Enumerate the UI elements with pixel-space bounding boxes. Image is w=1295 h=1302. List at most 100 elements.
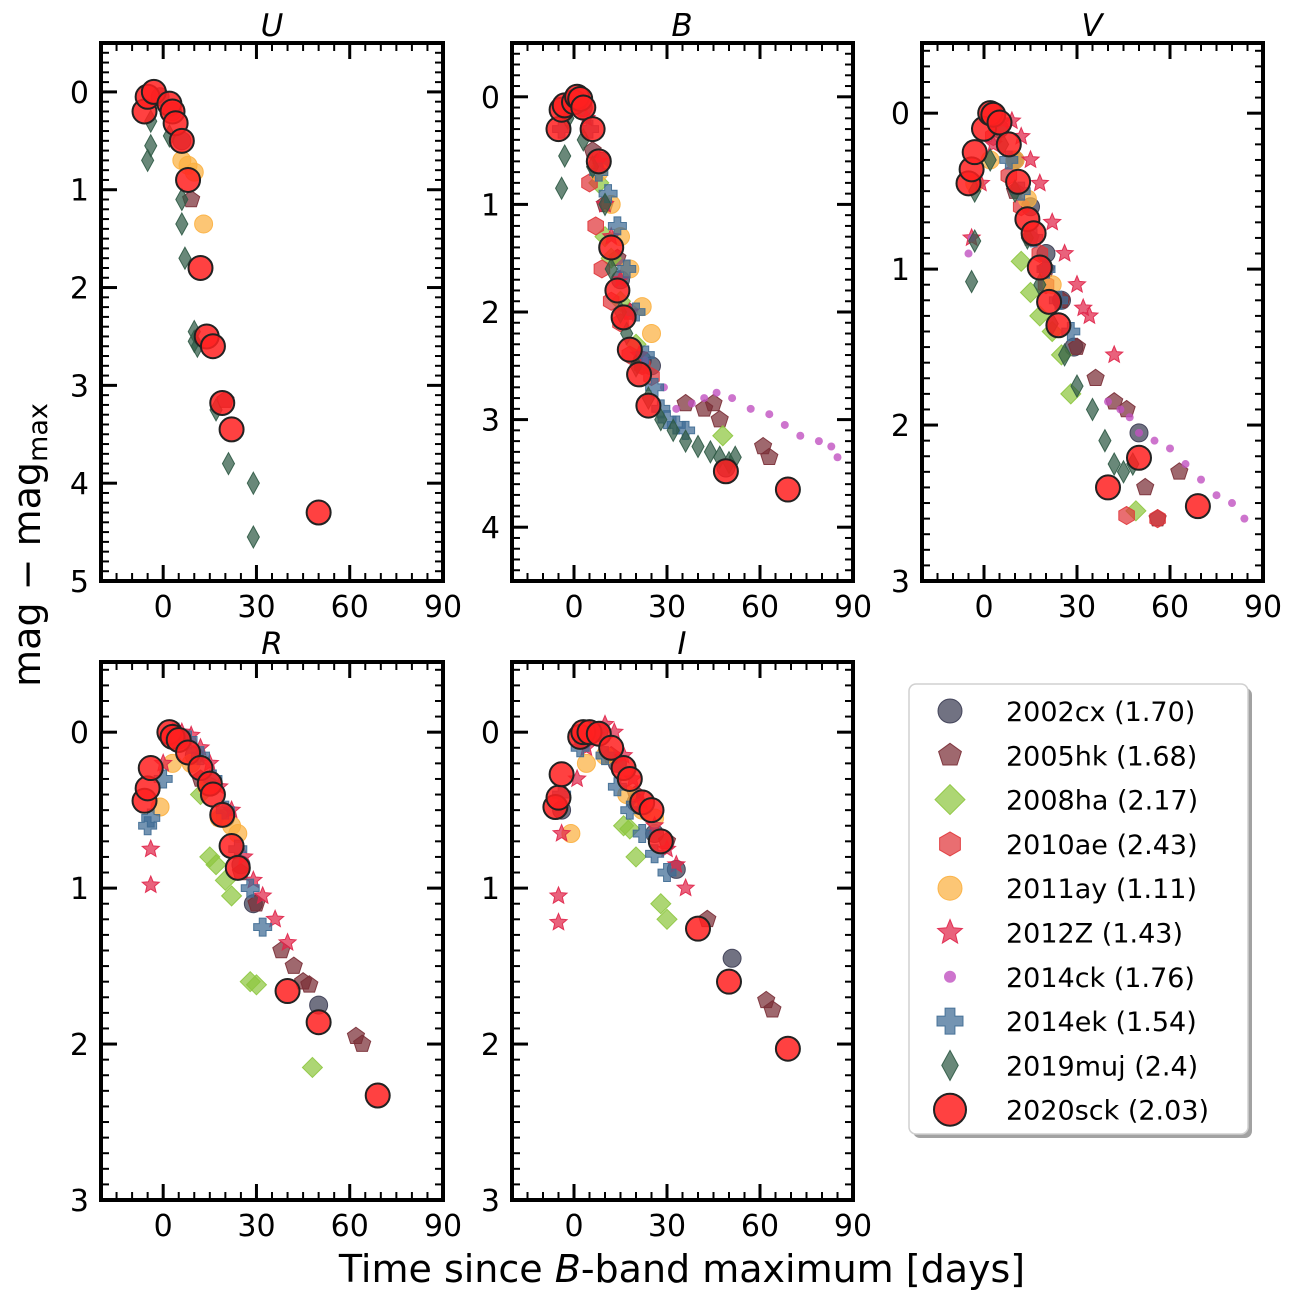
point-2014ck: [1240, 514, 1249, 523]
point-2012Z: [140, 874, 161, 894]
point-2020sck: [647, 828, 674, 855]
x-tick-label: 0: [154, 1209, 173, 1244]
y-tick-label: 0: [70, 716, 89, 751]
point-2014ek: [617, 259, 637, 279]
legend-marker-2014ck: [944, 970, 956, 983]
point-2019muj: [554, 176, 569, 201]
panel-v: 0 30 60 90 0 1 2 3 V: [891, 8, 1282, 625]
x-tick-label: 60: [741, 1209, 779, 1244]
y-tick-label: 4: [70, 467, 89, 502]
point-2010ae: [587, 216, 604, 236]
point-2019muj: [1070, 374, 1084, 399]
point-2020sck: [638, 797, 665, 824]
x-tick-label: 60: [331, 590, 369, 625]
point-2008ha: [220, 885, 243, 907]
point-2014ck: [1150, 436, 1159, 445]
point-2020sck: [774, 476, 801, 503]
legend-marker-2002cx: [937, 698, 963, 724]
legend-marker-2010ae: [939, 831, 961, 857]
legend-marker-2019muj: [941, 1049, 959, 1082]
point-2020sck: [598, 234, 625, 261]
legend-label-2008ha: 2008ha (2.17): [1006, 786, 1198, 817]
x-tick-label: 0: [974, 590, 993, 625]
point-2020sck: [961, 139, 988, 166]
point-2020sck: [712, 458, 739, 485]
x-tick-label: 90: [834, 590, 872, 625]
point-2020sck: [305, 1009, 332, 1036]
x-tick-label: 90: [424, 590, 462, 625]
point-2008ha: [712, 425, 734, 447]
x-tick-label: 60: [741, 590, 779, 625]
point-2020sck: [548, 761, 575, 788]
point-2014ek: [240, 878, 260, 898]
point-2012Z: [277, 932, 298, 952]
point-2020sck: [774, 1035, 801, 1062]
point-2019muj: [246, 471, 260, 496]
legend-marker-2020sck: [933, 1092, 967, 1127]
point-2008ha: [625, 846, 647, 868]
y-tick-label: 1: [70, 872, 89, 907]
point-2008ha: [245, 974, 268, 996]
point-2020sck: [187, 254, 214, 281]
point-2019muj: [144, 133, 158, 158]
point-2019muj: [964, 269, 979, 294]
x-tick-label: 30: [648, 1209, 686, 1244]
point-2019muj: [1098, 428, 1112, 453]
point-2020sck: [616, 765, 643, 792]
point-2020sck: [274, 978, 301, 1005]
point-2014ck: [1228, 499, 1236, 508]
point-2020sck: [986, 109, 1013, 136]
point-2005hk: [763, 1000, 782, 1018]
legend: 2002cx (1.70) 2005hk (1.68) 2008ha (2.17) 2…: [908, 683, 1252, 1138]
y-tick-label: 2: [481, 296, 500, 331]
point-2014ck: [746, 404, 755, 413]
point-2012Z: [252, 885, 273, 905]
point-2019muj: [1085, 397, 1100, 422]
point-2020sck: [685, 915, 711, 942]
point-2020sck: [716, 968, 742, 995]
legend-label-2014ek: 2014ek (1.54): [1006, 1007, 1197, 1038]
y-tick-label: 3: [70, 369, 89, 404]
point-2014ck: [1104, 397, 1112, 406]
point-2020sck: [305, 499, 332, 526]
point-2014ek: [632, 824, 652, 844]
legend-label-2019muj: 2019muj (2.4): [1006, 1051, 1198, 1082]
x-tick-label: 30: [1058, 590, 1096, 625]
y-tick-label: 3: [70, 1184, 89, 1219]
x-tick-label: 90: [424, 1209, 462, 1244]
point-2011ay: [642, 324, 661, 344]
panel-i: 0 30 60 90 0 1 2 3 I: [481, 626, 872, 1244]
y-tick-label: 1: [70, 174, 89, 209]
x-tick-label: 30: [648, 590, 686, 625]
legend-marker-2014ek: [936, 1007, 964, 1035]
legend-marker-2005hk: [938, 742, 962, 766]
panel-i-frame: [510, 660, 855, 1202]
point-2012Z: [1104, 344, 1124, 364]
point-2005hk: [1136, 477, 1155, 496]
point-2020sck: [579, 116, 606, 143]
point-2019muj: [1107, 452, 1121, 477]
point-2012Z: [548, 912, 569, 931]
point-2014ck: [1125, 413, 1134, 422]
point-2014ck: [780, 420, 789, 429]
point-2014ck: [712, 388, 721, 397]
point-2020sck: [1184, 493, 1211, 520]
point-2020sck: [598, 734, 625, 761]
legend-marker-2012Z: [936, 918, 964, 945]
legend-marker-2011ay: [937, 875, 963, 901]
point-2020sck: [1095, 474, 1121, 501]
panel-b: 0 30 60 90 0 1 2 3 4 B: [481, 8, 872, 625]
legend-label-2020sck: 2020sck (2.03): [1006, 1096, 1209, 1127]
legend-marker-2008ha: [934, 783, 966, 816]
point-2014ck: [1166, 444, 1174, 453]
point-2020sck: [604, 277, 631, 304]
point-2014ck: [1197, 475, 1205, 484]
y-tick-label: 1: [481, 188, 500, 223]
point-2014ek: [598, 184, 618, 204]
y-tick-label: 0: [481, 81, 500, 116]
legend-label-2002cx: 2002cx (1.70): [1006, 697, 1195, 728]
point-2019muj: [598, 192, 612, 217]
legend-label-2010ae: 2010ae (2.43): [1006, 830, 1198, 861]
point-2020sck: [209, 389, 236, 416]
point-2020sck: [199, 333, 226, 360]
